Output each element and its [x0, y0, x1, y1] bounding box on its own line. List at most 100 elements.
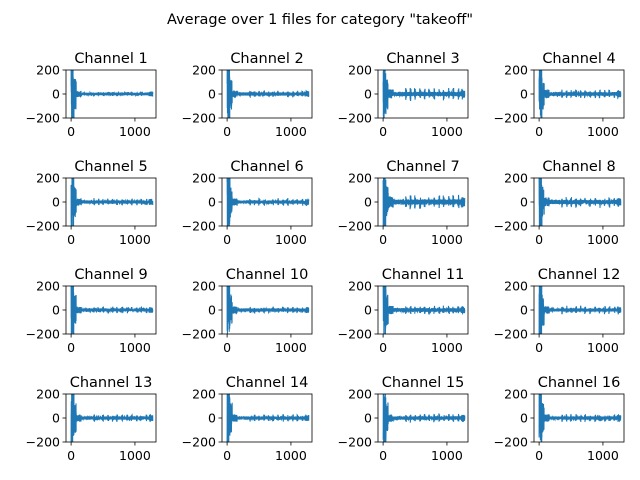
subplot-title: Channel 8 [542, 159, 615, 175]
subplot-title: Channel 11 [382, 267, 465, 283]
y-tick-label: 200 [192, 63, 216, 78]
x-tick-label: 1000 [275, 448, 307, 463]
signal-line [382, 286, 466, 334]
signal-line [538, 394, 622, 442]
signal-line [70, 286, 154, 334]
subplot-channel-4: Channel 4 −200 0 200 0 1000 [494, 51, 625, 139]
subplot-channel-15: Channel 15 −200 0 200 0 1000 [338, 375, 469, 463]
subplot-channel-5: Channel 5 −200 0 200 0 1000 [26, 159, 157, 247]
y-tick-label: 0 [52, 411, 60, 426]
subplot-title: Channel 5 [74, 159, 147, 175]
y-tick-label: 200 [348, 171, 372, 186]
x-tick-label: 1000 [275, 124, 307, 139]
y-tick-label: 0 [520, 195, 528, 210]
signal-line [382, 70, 466, 118]
y-tick-label: −200 [338, 219, 372, 234]
y-tick-label: 0 [208, 195, 216, 210]
y-tick-label: 200 [504, 279, 528, 294]
x-tick-label: 1000 [431, 124, 463, 139]
y-tick-label: −200 [494, 219, 528, 234]
subplot-channel-14: Channel 14 −200 0 200 0 1000 [182, 375, 313, 463]
y-tick-label: 200 [36, 279, 60, 294]
y-tick-label: −200 [338, 435, 372, 450]
y-tick-label: 0 [208, 303, 216, 318]
x-tick-label: 1000 [587, 340, 619, 355]
x-tick-label: 1000 [119, 448, 151, 463]
signal-line [226, 394, 310, 442]
y-tick-label: −200 [182, 435, 216, 450]
y-tick-label: 0 [520, 303, 528, 318]
x-tick-label: 0 [379, 448, 387, 463]
x-tick-label: 1000 [119, 124, 151, 139]
signal-line [382, 394, 466, 442]
subplot-title: Channel 6 [230, 159, 303, 175]
subplot-channel-7: Channel 7 −200 0 200 0 1000 [338, 159, 469, 247]
y-tick-label: −200 [494, 435, 528, 450]
subplot-grid: Channel 1 −200 0 200 0 1000 Channel 2 −200 0 200 0… [26, 51, 625, 463]
subplot-channel-13: Channel 13 −200 0 200 0 1000 [26, 375, 157, 463]
x-tick-label: 1000 [431, 232, 463, 247]
x-tick-label: 1000 [431, 448, 463, 463]
y-tick-label: −200 [26, 327, 60, 342]
signal-line [70, 70, 154, 118]
x-tick-label: 0 [223, 448, 231, 463]
signal-line [382, 178, 466, 226]
subplot-title: Channel 3 [386, 51, 459, 67]
y-tick-label: −200 [182, 327, 216, 342]
y-tick-label: 200 [348, 279, 372, 294]
x-tick-label: 1000 [587, 448, 619, 463]
y-tick-label: 200 [192, 279, 216, 294]
x-tick-label: 1000 [119, 232, 151, 247]
subplot-title: Channel 9 [74, 267, 147, 283]
subplot-channel-12: Channel 12 −200 0 200 0 1000 [494, 267, 625, 355]
y-tick-label: 200 [504, 171, 528, 186]
y-tick-label: 0 [52, 195, 60, 210]
x-tick-label: 0 [535, 124, 543, 139]
x-tick-label: 0 [379, 124, 387, 139]
y-tick-label: 200 [36, 387, 60, 402]
signal-line [70, 178, 154, 226]
y-tick-label: 0 [364, 195, 372, 210]
x-tick-label: 1000 [119, 340, 151, 355]
x-tick-label: 0 [67, 232, 75, 247]
y-tick-label: 200 [348, 387, 372, 402]
x-tick-label: 1000 [275, 232, 307, 247]
y-tick-label: −200 [494, 111, 528, 126]
x-tick-label: 0 [535, 232, 543, 247]
y-tick-label: 0 [208, 411, 216, 426]
y-tick-label: −200 [182, 219, 216, 234]
x-tick-label: 1000 [587, 232, 619, 247]
x-tick-label: 0 [223, 232, 231, 247]
x-tick-label: 1000 [275, 340, 307, 355]
subplot-channel-6: Channel 6 −200 0 200 0 1000 [182, 159, 313, 247]
signal-line [226, 70, 310, 118]
y-tick-label: 200 [504, 387, 528, 402]
y-tick-label: 0 [520, 411, 528, 426]
signal-line [226, 286, 310, 334]
subplot-title: Channel 14 [226, 375, 309, 391]
y-tick-label: −200 [494, 327, 528, 342]
subplot-channel-11: Channel 11 −200 0 200 0 1000 [338, 267, 469, 355]
x-tick-label: 0 [67, 340, 75, 355]
subplot-channel-1: Channel 1 −200 0 200 0 1000 [26, 51, 157, 139]
y-tick-label: 0 [364, 303, 372, 318]
x-tick-label: 0 [67, 124, 75, 139]
y-tick-label: −200 [26, 219, 60, 234]
y-tick-label: 200 [36, 63, 60, 78]
y-tick-label: 200 [192, 387, 216, 402]
y-tick-label: 0 [364, 87, 372, 102]
subplot-title: Channel 13 [70, 375, 153, 391]
subplot-title: Channel 12 [538, 267, 621, 283]
y-tick-label: 200 [36, 171, 60, 186]
x-tick-label: 0 [535, 448, 543, 463]
x-tick-label: 0 [223, 340, 231, 355]
x-tick-label: 1000 [587, 124, 619, 139]
signal-line [538, 286, 622, 334]
y-tick-label: −200 [26, 435, 60, 450]
y-tick-label: −200 [338, 111, 372, 126]
x-tick-label: 0 [67, 448, 75, 463]
signal-line [538, 70, 622, 118]
subplot-title: Channel 1 [74, 51, 147, 67]
